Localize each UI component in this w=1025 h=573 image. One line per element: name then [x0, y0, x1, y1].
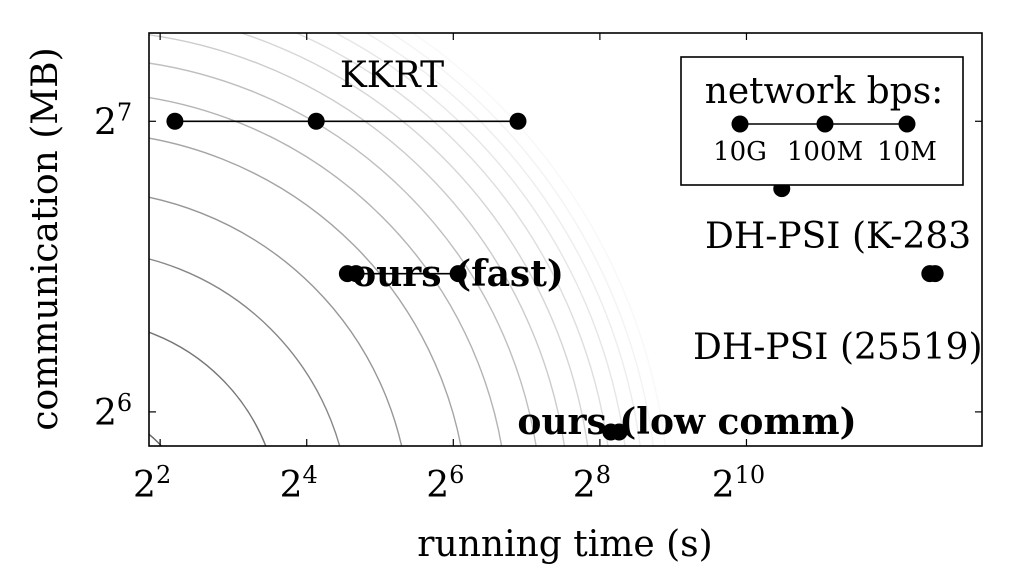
x-tick-label: 24 [280, 461, 318, 506]
data-point [307, 112, 325, 130]
x-axis-label: running time (s) [417, 524, 712, 565]
contour-line [149, 62, 537, 446]
plot-frame [148, 32, 983, 447]
data-point [166, 112, 184, 130]
data-point [449, 265, 467, 283]
label-ours-fast: ours (fast) [352, 253, 564, 295]
label-ours-low-comm: ours (low comm) [517, 401, 856, 443]
legend-marker-100m [816, 115, 834, 133]
data-point [926, 265, 944, 283]
contour-line [333, 33, 626, 446]
data-point [610, 423, 628, 441]
contour-line [411, 33, 666, 446]
label-dh-psi-k283: DH-PSI (K-283 [705, 216, 971, 257]
contour-line [149, 137, 462, 446]
x-tick-labels: 22 24 26 28 210 [133, 461, 765, 506]
data-point [347, 265, 365, 283]
legend-marker-10m [898, 115, 916, 133]
axis-ticks [149, 33, 982, 446]
x-tick-label: 210 [712, 461, 765, 506]
legend-entry-10g: 10G [713, 137, 767, 167]
legend: network bps: 10G 100M 10M [680, 56, 964, 186]
x-tick-label: 22 [133, 461, 171, 506]
legend-entry-10m: 10M [877, 137, 937, 167]
y-tick-label: 27 [94, 98, 132, 143]
label-kkrt: KKRT [340, 55, 444, 96]
contour-line [149, 196, 403, 446]
contour-line [389, 33, 654, 446]
contour-line [149, 34, 566, 446]
y-axis-label: communication (MB) [25, 47, 66, 430]
data-point [509, 112, 527, 130]
legend-title: network bps: [705, 71, 944, 112]
contour-line [149, 258, 341, 446]
legend-entry-100m: 100M [787, 137, 863, 167]
y-tick-label: 26 [94, 389, 132, 434]
x-tick-label: 26 [426, 461, 464, 506]
contour-line [149, 96, 503, 446]
x-tick-label: 28 [573, 461, 611, 506]
contour-line [149, 331, 267, 446]
contour-line [149, 433, 163, 446]
contour-line [238, 33, 589, 446]
y-tick-labels: 26 27 [94, 98, 132, 434]
contour-line [294, 33, 609, 446]
legend-marker-10g [731, 115, 749, 133]
label-dh-psi-25519: DH-PSI (25519) [693, 327, 983, 368]
